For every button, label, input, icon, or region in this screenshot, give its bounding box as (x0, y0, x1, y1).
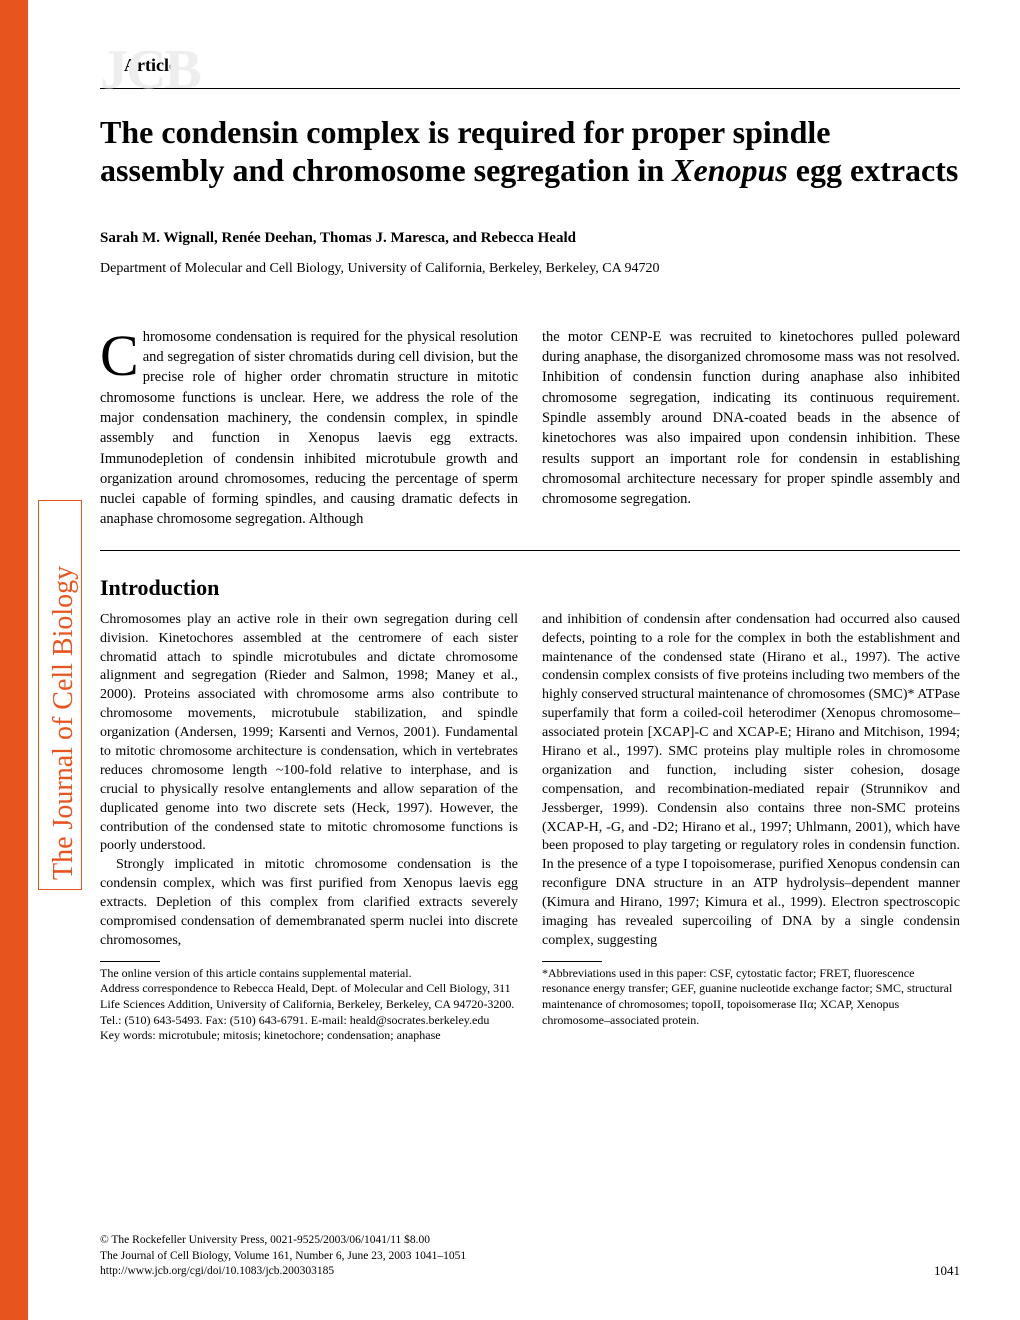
page-number: 1041 (934, 1262, 960, 1280)
affiliation: Department of Molecular and Cell Biology… (100, 261, 960, 277)
section-rule (100, 550, 960, 551)
article-label: Article (124, 55, 960, 76)
intro-right-p1: and inhibition of condensin after conden… (542, 611, 960, 951)
header-rule (100, 88, 960, 89)
footnote-left-2: Address correspondence to Rebecca Heald,… (100, 981, 518, 1028)
title-italic: Xenopus (672, 152, 788, 188)
footnote-rule-right (542, 961, 602, 962)
abstract-right-column: the motor CENP-E was recruited to kineto… (542, 327, 960, 530)
footer-copyright: © The Rockefeller University Press, 0021… (100, 1233, 960, 1249)
intro-left-p2: Strongly implicated in mitotic chromosom… (100, 856, 518, 950)
introduction-heading: Introduction (100, 575, 960, 601)
abstract-left-text: hromosome condensation is required for t… (100, 329, 518, 528)
footer-url: http://www.jcb.org/cgi/doi/10.1083/jcb.2… (100, 1264, 960, 1280)
article-title: The condensin complex is required for pr… (100, 113, 960, 190)
body-left-column: Chromosomes play an active role in their… (100, 611, 518, 1044)
title-part2: egg extracts (788, 152, 959, 188)
authors: Sarah M. Wignall, Renée Deehan, Thomas J… (100, 230, 960, 247)
footer-citation: The Journal of Cell Biology, Volume 161,… (100, 1249, 960, 1265)
abstract: Chromosome condensation is required for … (100, 327, 960, 530)
orange-sidebar (0, 0, 28, 1320)
jcb-watermark: JCB (100, 38, 200, 102)
journal-sidebar-label: The Journal of Cell Biology (48, 566, 80, 880)
abstract-right-text: the motor CENP-E was recruited to kineto… (542, 329, 960, 507)
footer: © The Rockefeller University Press, 0021… (100, 1233, 960, 1280)
body-right-column: and inhibition of condensin after conden… (542, 611, 960, 1044)
footnote-right: *Abbreviations used in this paper: CSF, … (542, 966, 960, 1028)
footnote-left-3: Key words: microtubule; mitosis; kinetoc… (100, 1028, 518, 1044)
footnote-left-1: The online version of this article conta… (100, 966, 518, 982)
abstract-left-column: Chromosome condensation is required for … (100, 327, 518, 530)
body-text: Chromosomes play an active role in their… (100, 611, 960, 1044)
abstract-dropcap: C (100, 327, 143, 380)
intro-left-p1: Chromosomes play an active role in their… (100, 611, 518, 857)
footnote-rule-left (100, 961, 160, 962)
